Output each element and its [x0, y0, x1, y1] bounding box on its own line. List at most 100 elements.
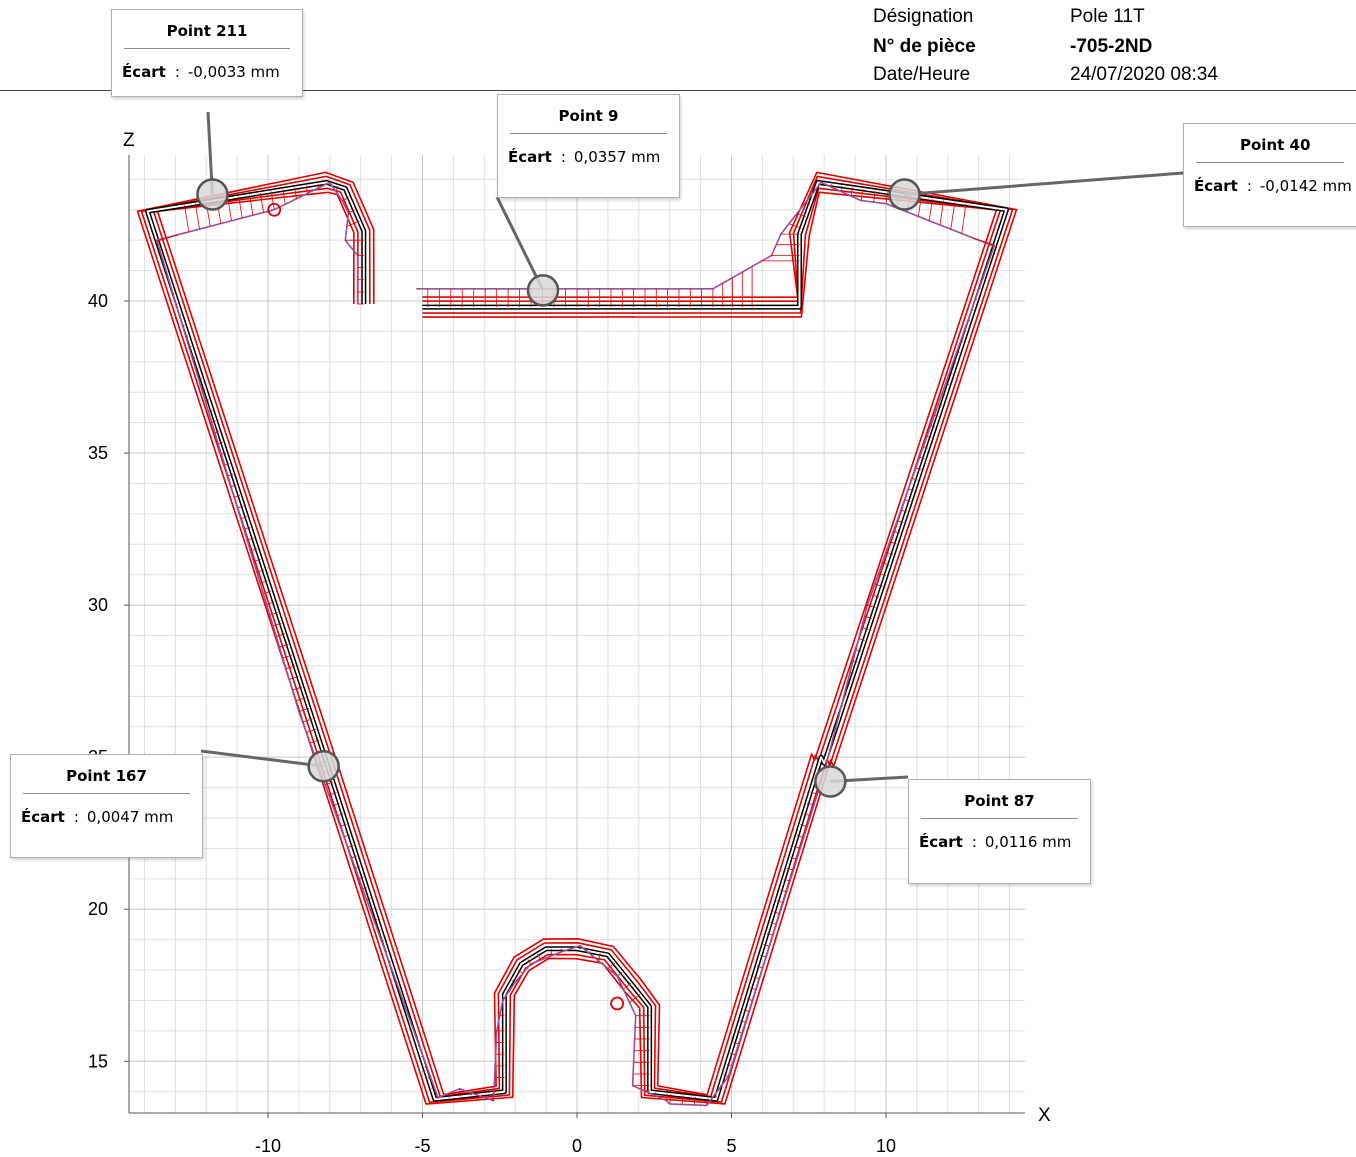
x-axis-title: X: [1038, 1105, 1051, 1126]
deviation-tick: [208, 410, 213, 412]
deviation-tick: [971, 309, 974, 311]
callout-title: Point 211: [166, 22, 248, 40]
nominal-profile: [145, 179, 1009, 1102]
deviation-tick: [224, 463, 230, 466]
deviation-tick: [598, 953, 601, 961]
leader-line-p167: [200, 749, 324, 768]
deviation-tick: [806, 802, 815, 806]
deviation-tick: [926, 435, 932, 439]
point-marker-p167: [307, 750, 340, 783]
deviation-tick: [783, 878, 791, 882]
deviation-tick: [844, 693, 847, 696]
deviation-label: Écart: [919, 833, 963, 851]
deviation-tick: [295, 697, 306, 702]
separator: :: [73, 808, 79, 826]
deviation-tick: [340, 824, 347, 827]
deviation-tick: [269, 612, 279, 616]
deviation-tick: [723, 1074, 729, 1077]
deviation-tick: [221, 452, 227, 455]
callout-point-9[interactable]: Point 9 Écart:0,0357 mm: [497, 94, 680, 198]
deviation-tick: [983, 241, 995, 247]
callout-title: Point 87: [964, 792, 1035, 810]
deviation-tick: [918, 197, 922, 217]
deviation-tick: [770, 922, 777, 925]
deviation-tick: [849, 671, 854, 674]
deviation-tick: [776, 900, 784, 904]
deviation-tick: [492, 1092, 494, 1101]
deviation-tick: [289, 676, 299, 680]
deviation-tick: [740, 1020, 746, 1023]
deviation-tick: [852, 660, 858, 663]
callout-point-167[interactable]: Point 167 Écart:0,0047 mm: [10, 754, 203, 858]
deviation-tick: [629, 993, 641, 1003]
callout-point-40[interactable]: Point 40 Écart: -0,0142 mm: [1183, 123, 1356, 227]
deviation-tick: [310, 739, 320, 744]
deviation-tick: [938, 404, 943, 407]
x-tick-label: -5: [415, 1136, 431, 1156]
deviation-tick: [763, 944, 770, 947]
deviation-tick: [506, 989, 510, 992]
deviation-tick: [272, 622, 282, 627]
deviation-tick: [302, 718, 313, 723]
deviation-tick: [788, 223, 802, 229]
leader-line-p40: [904, 171, 1184, 197]
deviation-hatching: [156, 182, 995, 1106]
x-tick-label: 0: [572, 1136, 582, 1156]
deviation-tick: [156, 237, 168, 242]
deviation-tick: [882, 562, 890, 566]
deviation-tick: [192, 356, 196, 359]
deviation-tick: [780, 889, 787, 893]
point-marker-p9: [526, 274, 560, 307]
deviation-tick: [185, 335, 189, 337]
deviation-tick: [328, 792, 337, 796]
deviation-tick: [298, 707, 310, 712]
leader-line-p9: [495, 196, 545, 291]
callout-title: Point 167: [66, 767, 147, 785]
part-number-label: N° de pièce: [873, 36, 976, 57]
callout-point-87[interactable]: Point 87 Écart:0,0116 mm: [908, 779, 1091, 884]
deviation-tick: [306, 729, 317, 733]
separator: :: [174, 63, 180, 81]
deviation-tick: [336, 813, 344, 817]
callout-point-211[interactable]: Point 211 Écart: -0,0033 mm: [111, 9, 303, 97]
separator: :: [971, 833, 977, 851]
deviation-tick: [919, 456, 925, 460]
callout-title: Point 40: [1240, 136, 1311, 154]
deviation-tick: [325, 781, 334, 785]
deviation-tick: [381, 940, 384, 942]
deviation-tick: [753, 976, 760, 980]
callout-title: Point 9: [558, 107, 619, 125]
deviation-tick: [214, 431, 220, 434]
x-tick-label: 10: [876, 1136, 896, 1156]
deviation-tick: [930, 425, 936, 428]
deviation-tick: [417, 1045, 420, 1047]
deviation-tick: [964, 330, 967, 332]
deviation-tick: [736, 1031, 743, 1034]
deviation-tick: [292, 686, 303, 691]
deviation-tick: [188, 346, 192, 348]
deviation-tick: [263, 590, 272, 595]
deviation-tick: [240, 516, 247, 520]
deviation-tick: [855, 649, 862, 652]
deviation-tick: [537, 953, 542, 961]
deviation-tick: [388, 961, 391, 963]
report-header: Désignation Pole 11T N° de pièce -705-2N…: [0, 0, 1356, 92]
deviation-tick: [238, 196, 243, 219]
deviation-tick: [282, 654, 292, 659]
deviation-tick: [335, 185, 339, 192]
deviation-tick: [260, 580, 268, 584]
nominal-line-inner: [146, 181, 1008, 1101]
deviation-tick: [184, 205, 190, 232]
deviation-tick: [900, 509, 908, 513]
deviation-tick: [967, 319, 971, 322]
deviation-tick: [351, 855, 357, 859]
deviation-tick: [934, 414, 939, 417]
tolerance-line: [136, 171, 1018, 1105]
deviation-tick: [305, 185, 308, 194]
deviation-tick: [841, 705, 844, 707]
deviation-value: -0,0142 mm: [1259, 177, 1352, 195]
deviation-tick: [681, 1095, 684, 1105]
deviation-tick: [195, 203, 200, 230]
deviation-tick: [861, 627, 869, 630]
